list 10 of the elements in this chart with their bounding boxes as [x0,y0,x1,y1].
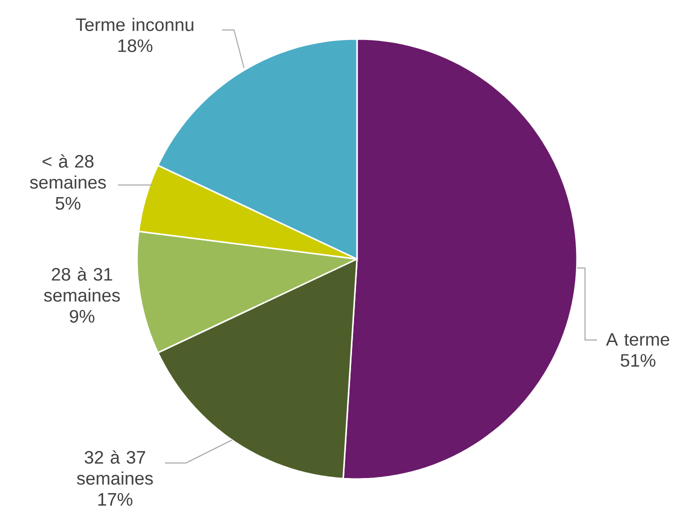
slice-label: A terme [606,333,670,346]
slice-label: 28 à 31 semaines [44,267,120,302]
slice-label: < à 28 semaines [30,154,106,189]
data-label: 9% [70,310,94,323]
slice-label: 32 à 37 semaines [76,450,153,485]
data-label: 51% [620,354,656,367]
data-label: 18% [118,39,152,52]
data-label: 17% [98,493,132,506]
data-label: 5% [56,197,80,210]
slice-label: Terme inconnu [76,18,194,32]
